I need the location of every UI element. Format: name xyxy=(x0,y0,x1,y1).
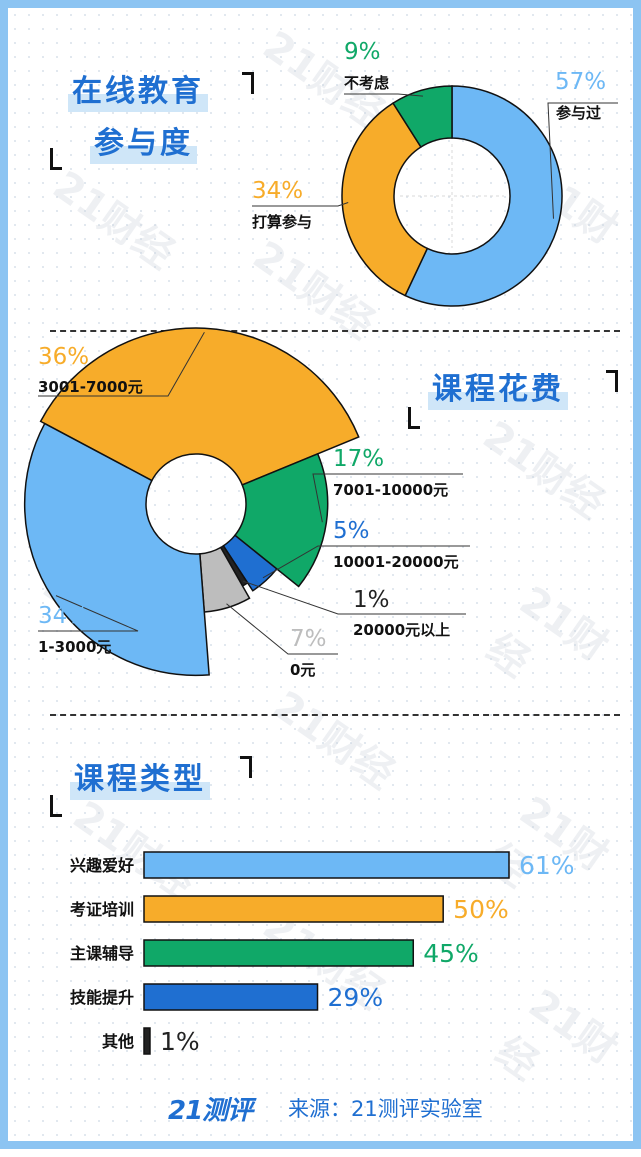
slice-pct-participated: 57% xyxy=(555,69,607,95)
slice-pct-20000-plus: 1% xyxy=(353,587,390,613)
brand-logo: 21测评 xyxy=(168,1096,253,1126)
rose-chart-spending xyxy=(23,327,470,677)
bar-category-label: 其他 xyxy=(102,1032,134,1051)
bracket-corner-icon xyxy=(242,72,254,94)
leader-line xyxy=(312,473,463,523)
bar-category-label: 考证培训 xyxy=(70,900,134,919)
bracket-corner-icon xyxy=(240,756,252,778)
slice-label-planning: 打算参与 xyxy=(252,213,313,231)
donut-slice-34pct xyxy=(341,102,429,297)
slice-pct-7001-10000: 17% xyxy=(333,446,385,472)
bar-category-label: 技能提升 xyxy=(70,988,134,1007)
source-text: 来源：21测评实验室 xyxy=(288,1097,483,1121)
slice-label-participated: 参与过 xyxy=(556,104,602,122)
bar-category-label: 主课辅导 xyxy=(70,944,134,963)
leader-line xyxy=(262,545,470,579)
slice-pct-0: 7% xyxy=(290,626,327,652)
slice-pct-1-3000: 34% xyxy=(38,603,90,629)
bar-value-label: 1% xyxy=(160,1027,200,1056)
slice-label-7001-10000: 7001-10000元 xyxy=(333,481,449,499)
bar-chart-course-types: 兴趣爱好 61% 考证培训 50% 主课辅导 45% 技能提升 29% 其他 1% xyxy=(70,851,575,1056)
slice-label-20000-plus: 20000元以上 xyxy=(353,621,451,639)
slice-label-0: 0元 xyxy=(290,661,316,679)
slice-pct-planning: 34% xyxy=(252,178,304,204)
leader-line xyxy=(344,93,424,97)
bar-3 xyxy=(143,939,415,967)
slice-pct-10001-20000: 5% xyxy=(333,518,370,544)
rose-slice-3001-7000 xyxy=(39,327,360,486)
donut-chart-participation xyxy=(252,85,618,307)
leader-line xyxy=(547,102,618,219)
rose-slice-1-3000 xyxy=(23,422,210,677)
bracket-corner-icon xyxy=(50,795,62,817)
bracket-corner-icon xyxy=(606,370,618,392)
section-title-spending: 课程花费 xyxy=(428,370,568,410)
leader-line xyxy=(226,603,338,655)
bar-value-label: 61% xyxy=(519,851,575,880)
section-divider xyxy=(50,330,620,332)
leader-line xyxy=(38,595,139,632)
leader-line xyxy=(38,331,205,397)
donut-slice-57pct xyxy=(404,85,563,307)
slice-label-3001-7000: 3001-7000元 xyxy=(38,378,143,396)
chart-crosshair xyxy=(400,144,504,248)
bar-5 xyxy=(143,1027,151,1055)
section-title-course-types: 课程类型 xyxy=(70,760,210,800)
bar-1 xyxy=(143,851,510,879)
slice-label-not-considering: 不考虑 xyxy=(344,74,390,92)
bar-4 xyxy=(143,983,319,1011)
bar-category-label: 兴趣爱好 xyxy=(70,856,134,875)
bracket-corner-icon xyxy=(408,407,420,429)
slice-label-1-3000: 1-3000元 xyxy=(38,638,112,656)
slice-pct-not-considering: 9% xyxy=(344,39,381,65)
bar-value-label: 50% xyxy=(453,895,509,924)
section-title-participation-line1: 在线教育 xyxy=(68,72,208,112)
leader-line xyxy=(242,580,466,615)
leader-line xyxy=(252,202,349,207)
bar-2 xyxy=(143,895,444,923)
bar-value-label: 29% xyxy=(328,983,384,1012)
slice-pct-3001-7000: 36% xyxy=(38,344,90,370)
section-title-participation-line2: 参与度 xyxy=(90,124,197,164)
bar-value-label: 45% xyxy=(423,939,479,968)
slice-label-10001-20000: 10001-20000元 xyxy=(333,553,459,571)
section-divider xyxy=(50,714,620,716)
bracket-corner-icon xyxy=(50,148,62,170)
